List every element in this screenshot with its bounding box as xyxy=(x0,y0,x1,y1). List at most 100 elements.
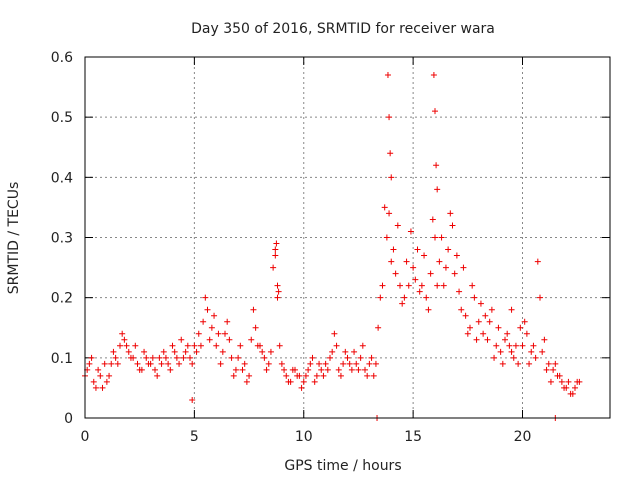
data-point xyxy=(414,246,421,253)
data-point xyxy=(285,378,292,385)
data-point xyxy=(430,72,437,79)
data-point xyxy=(123,342,130,349)
grid-lines xyxy=(85,57,610,418)
data-point xyxy=(230,372,237,379)
data-point xyxy=(243,378,250,385)
data-point xyxy=(442,264,449,271)
data-point xyxy=(480,330,487,337)
data-point xyxy=(552,360,559,367)
data-point xyxy=(187,354,193,361)
data-point xyxy=(97,372,104,379)
axis-ticks: 0 0.1 0.2 0.3 0.4 0.5 0.6 0 5 10 15 20 xyxy=(51,50,610,445)
data-point xyxy=(228,354,235,361)
x-axis-label: GPS time / hours xyxy=(284,458,401,474)
data-point xyxy=(222,330,228,337)
data-point xyxy=(302,372,309,379)
data-point xyxy=(456,288,463,295)
data-point xyxy=(434,186,441,193)
data-point xyxy=(224,318,231,325)
data-point xyxy=(274,282,281,289)
data-point xyxy=(473,336,480,343)
data-point xyxy=(569,390,576,397)
data-point xyxy=(561,384,568,391)
x-tick-label: 20 xyxy=(514,429,532,445)
data-point xyxy=(392,270,399,277)
data-point xyxy=(208,324,215,331)
data-point xyxy=(95,366,102,373)
data-point xyxy=(237,342,244,349)
data-point xyxy=(390,246,397,253)
data-point xyxy=(433,162,440,169)
data-point xyxy=(219,348,226,355)
data-point xyxy=(421,252,428,259)
x-tick-label: 0 xyxy=(81,429,90,445)
data-point xyxy=(125,348,132,355)
data-point xyxy=(305,366,312,373)
data-point xyxy=(267,348,274,355)
data-point xyxy=(530,342,537,349)
y-tick-label: 0.5 xyxy=(51,110,73,126)
data-point xyxy=(171,348,178,355)
data-point xyxy=(145,360,152,367)
data-point xyxy=(112,354,119,361)
data-point xyxy=(453,252,460,259)
data-point xyxy=(307,360,314,367)
data-point xyxy=(320,372,327,379)
x-tick-label: 5 xyxy=(190,429,199,445)
data-point xyxy=(121,336,128,343)
data-point xyxy=(162,354,169,361)
data-point xyxy=(141,348,148,355)
data-point xyxy=(432,234,438,241)
data-point xyxy=(337,372,344,379)
data-point xyxy=(384,72,391,79)
data-point xyxy=(106,372,113,379)
data-point xyxy=(517,324,524,331)
data-point xyxy=(558,378,565,385)
data-point xyxy=(316,360,323,367)
data-point xyxy=(263,366,270,373)
data-point xyxy=(418,282,425,289)
data-point xyxy=(254,342,261,349)
chart-title: Day 350 of 2016, SRMTID for receiver war… xyxy=(191,21,495,37)
data-point xyxy=(493,342,500,349)
data-point xyxy=(313,372,320,379)
y-tick-label: 0.3 xyxy=(51,231,73,247)
data-point xyxy=(370,372,377,379)
data-point xyxy=(515,360,522,367)
data-point xyxy=(335,366,342,373)
data-point xyxy=(226,336,233,343)
data-point xyxy=(469,282,476,289)
data-point xyxy=(381,204,388,211)
data-point xyxy=(149,354,156,361)
data-point xyxy=(359,342,366,349)
data-point xyxy=(273,240,280,247)
data-point xyxy=(410,264,417,271)
data-point xyxy=(464,330,471,337)
data-point xyxy=(451,270,458,277)
data-point xyxy=(528,348,535,355)
data-point xyxy=(383,234,390,241)
data-point xyxy=(379,282,386,289)
data-point xyxy=(502,336,508,343)
data-point xyxy=(510,354,517,361)
data-point xyxy=(523,330,530,337)
data-point xyxy=(388,258,395,265)
data-point xyxy=(436,258,443,265)
data-point xyxy=(248,336,255,343)
data-point xyxy=(275,288,282,295)
data-point xyxy=(375,324,382,331)
data-point xyxy=(537,294,543,301)
data-point xyxy=(252,324,259,331)
data-point xyxy=(272,252,279,259)
data-point xyxy=(539,348,546,355)
data-point xyxy=(204,306,211,313)
data-point xyxy=(508,306,515,313)
data-point xyxy=(200,318,207,325)
data-point xyxy=(386,114,393,121)
data-point xyxy=(329,348,336,355)
data-point xyxy=(423,294,430,301)
data-point xyxy=(574,378,581,385)
data-points xyxy=(82,72,583,421)
data-point xyxy=(176,360,183,367)
